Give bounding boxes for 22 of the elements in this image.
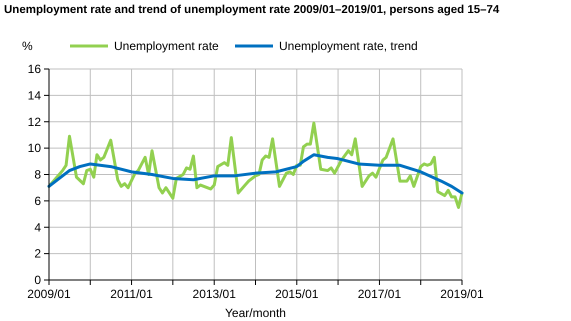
- y-tick-label: 2: [34, 246, 42, 261]
- y-tick-label: 16: [28, 62, 42, 76]
- y-tick-label: 6: [34, 194, 42, 208]
- x-tick-label: 2011/01: [110, 287, 154, 301]
- line-series: [48, 122, 464, 209]
- y-tick-label: 4: [34, 220, 42, 234]
- x-tick-label: 2009/01: [27, 287, 72, 301]
- y-tick-label: 12: [28, 114, 42, 129]
- x-tick-label: 2017/01: [358, 287, 402, 301]
- y-axis-title: %: [22, 39, 33, 53]
- y-tick-label: 14: [28, 88, 42, 102]
- x-tick-label: 2015/01: [275, 287, 319, 301]
- x-tick-label: 2019/01: [440, 287, 484, 301]
- legend-label: Unemployment rate, trend: [279, 39, 418, 53]
- y-tick-label: 10: [28, 141, 42, 156]
- x-axis-title: Year/month: [225, 306, 286, 320]
- y-tick-label: 0: [34, 273, 42, 287]
- line-series: [48, 153, 464, 194]
- legend-label: Unemployment rate: [114, 39, 220, 53]
- y-tick-label: 8: [34, 168, 42, 182]
- chart-title: Unemployment rate and trend of unemployment rate 2009/01–2019/01, persons aged 15–74: [4, 4, 500, 16]
- x-tick-label: 2013/01: [192, 287, 236, 301]
